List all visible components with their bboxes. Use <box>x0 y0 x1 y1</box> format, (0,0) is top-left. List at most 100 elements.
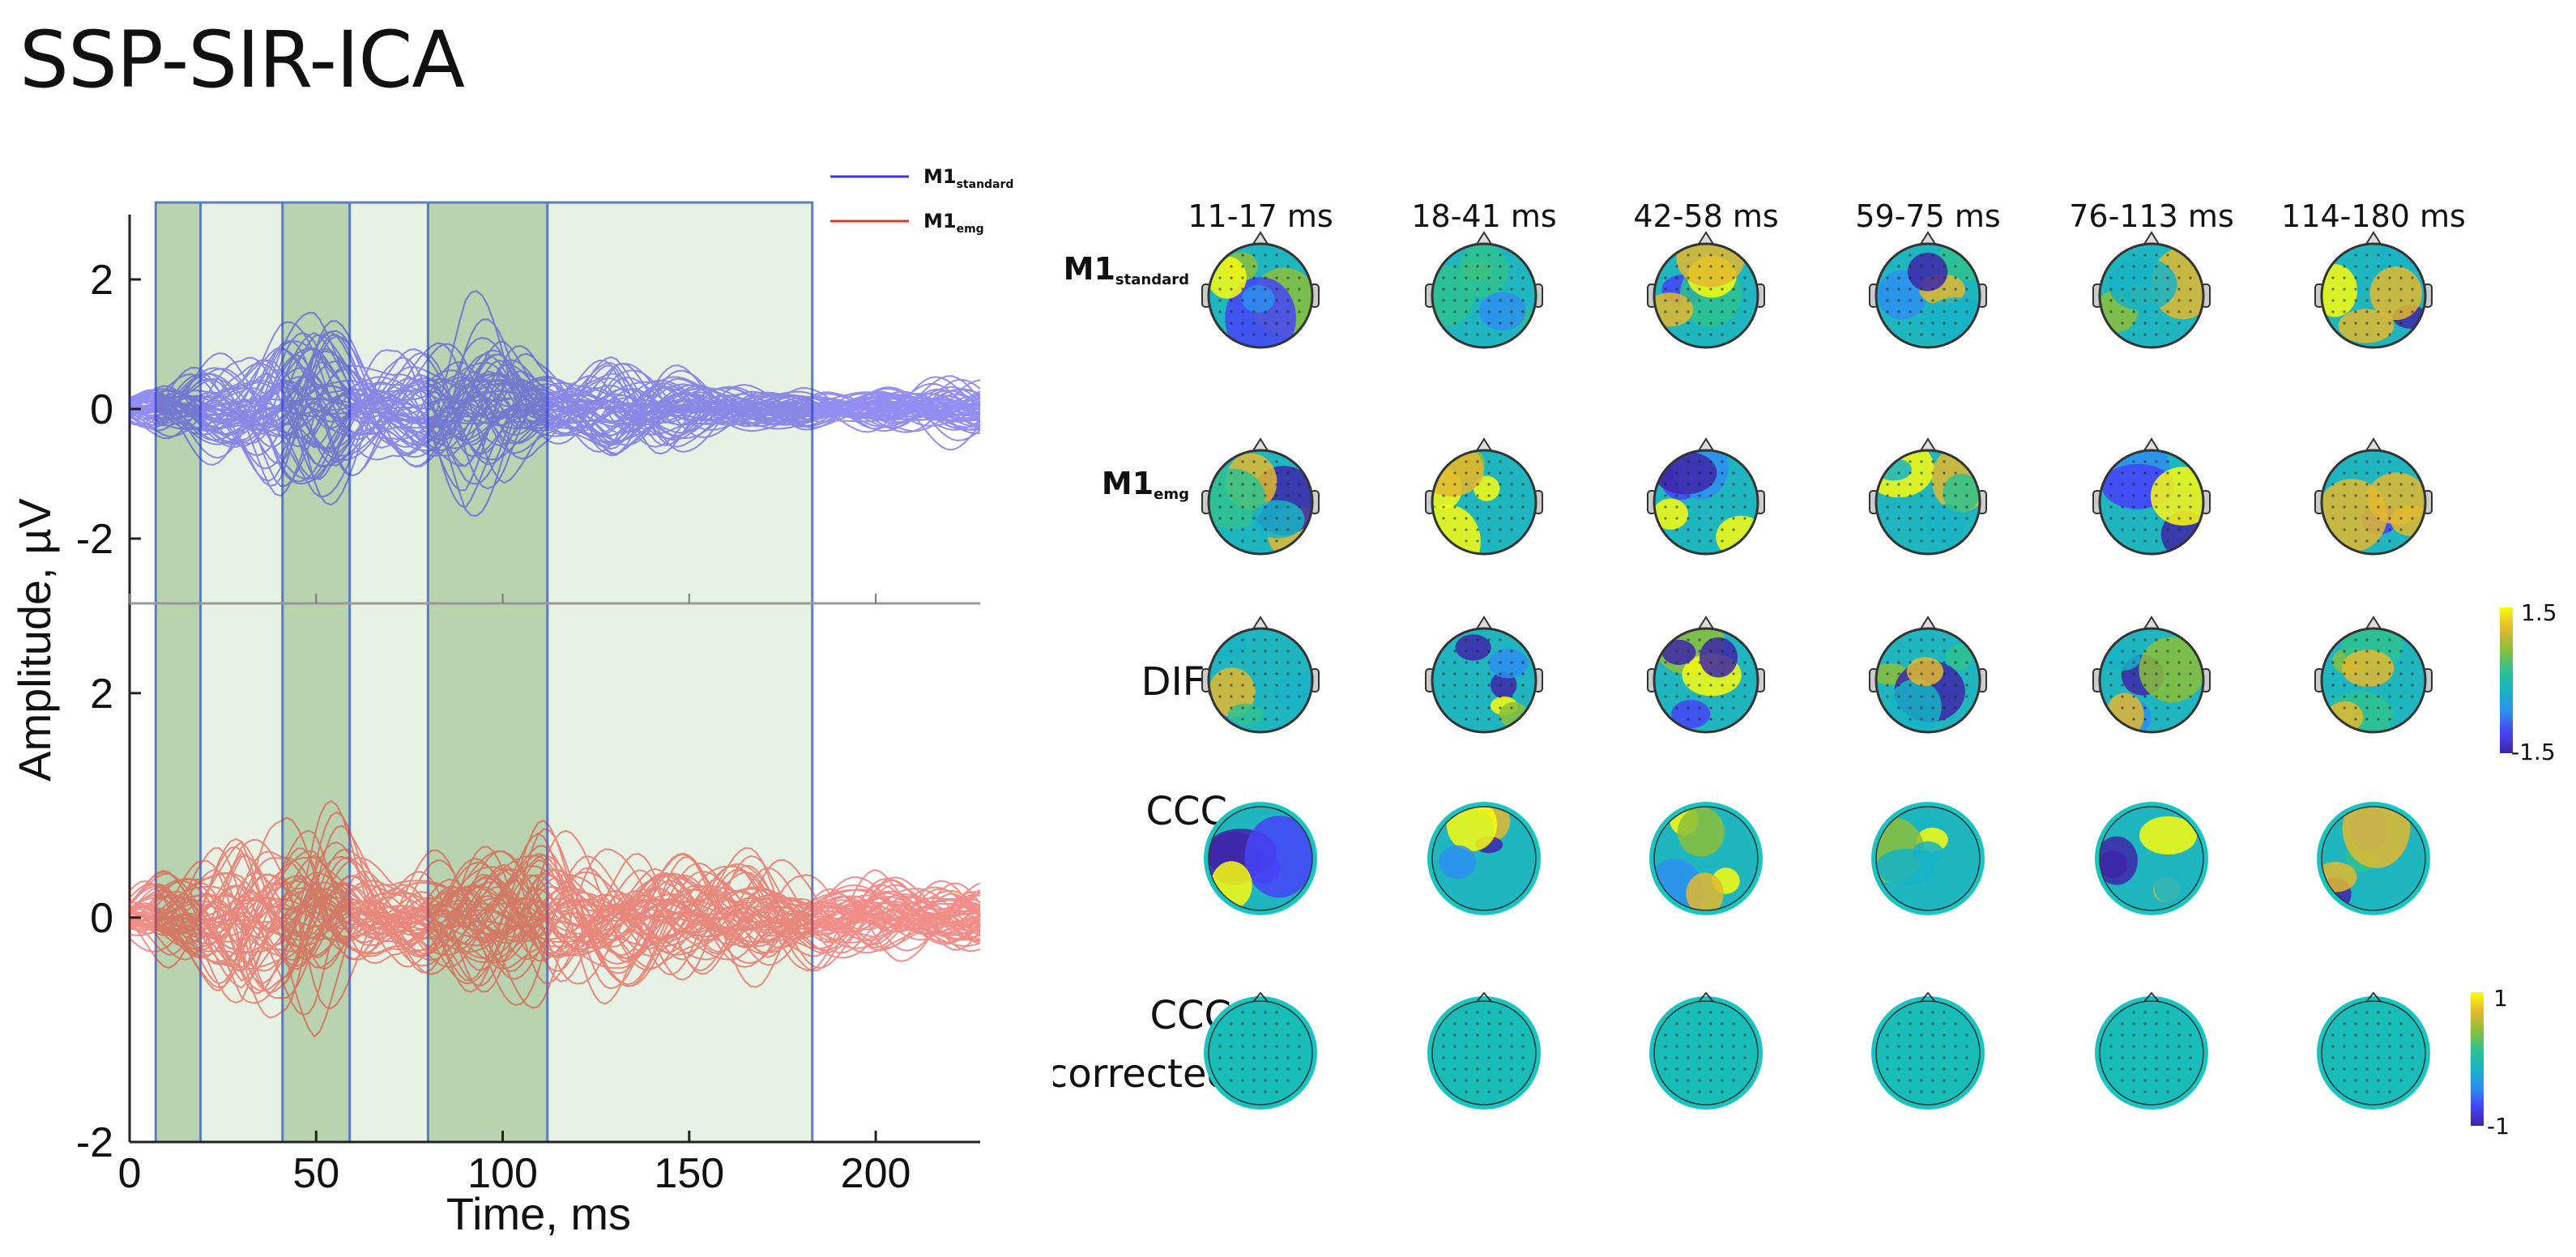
electrode-dot <box>2354 1090 2357 1093</box>
electrode-dot <box>1510 706 1513 709</box>
electrode-dot <box>1510 322 1513 325</box>
electrode-dot <box>1286 471 1290 475</box>
electrode-dot <box>2143 1056 2147 1059</box>
electrode-dot <box>1252 1079 1256 1082</box>
electrode-dot <box>1230 494 1233 497</box>
electrode-dot <box>2132 1045 2135 1048</box>
electrode-dot <box>1275 718 1278 721</box>
electrode-dot <box>2143 718 2147 721</box>
head-outline <box>1653 449 1759 556</box>
electrode-dot <box>2411 288 2414 291</box>
electrode-dot <box>1965 299 1968 302</box>
electrode-dot <box>1943 661 1946 664</box>
electrode-dot <box>2155 528 2158 531</box>
head-outline <box>2321 806 2426 911</box>
electrode-dot <box>1252 460 1256 463</box>
electrode-dot <box>1721 695 1724 698</box>
electrode-dot <box>2121 650 2124 653</box>
electrode-dot <box>2365 650 2369 653</box>
electrode-dot <box>1664 1045 1667 1048</box>
electrode-dot <box>1675 1045 1678 1048</box>
standard-trace <box>129 331 981 452</box>
electrode-dot <box>1510 672 1513 675</box>
electrode-dot <box>1252 650 1256 653</box>
electrode-dot <box>1709 1033 1712 1037</box>
electrode-dot <box>1275 1056 1278 1059</box>
electrode-dot <box>2143 528 2147 531</box>
electrode-dot <box>1465 650 1468 653</box>
electrode-dot <box>2343 299 2346 302</box>
nose-shape <box>1919 991 1937 1003</box>
electrode-dot <box>2377 517 2380 520</box>
electrode-dot <box>2166 1090 2169 1093</box>
topo-blob <box>2154 873 2185 903</box>
electrode-dot <box>2331 299 2335 302</box>
electrode-dot <box>1487 1079 1491 1082</box>
electrode-dot <box>1465 539 1468 543</box>
electrode-dot <box>1698 265 1701 268</box>
electrode-dot <box>1965 661 1968 664</box>
electrode-dot <box>1510 695 1513 698</box>
electrode-dot <box>2177 672 2181 675</box>
electrode-dot <box>1465 265 1468 268</box>
topo-map <box>2092 616 2211 734</box>
electrode-dot <box>2155 695 2158 698</box>
electrode-dot <box>2177 1033 2181 1037</box>
nose-shape <box>2143 231 2160 246</box>
electrode-dot <box>1931 299 1934 302</box>
electrode-dot <box>2411 695 2414 698</box>
electrode-dot <box>2377 638 2380 641</box>
electrode-dot <box>1241 684 1244 687</box>
electrode-dot <box>1909 638 1912 641</box>
electrode-dot <box>1275 1022 1278 1025</box>
electrode-dot <box>1675 288 1678 291</box>
electrode-dot <box>1698 254 1701 257</box>
electrode-dot <box>1286 276 1290 279</box>
electrode-dot <box>1965 1056 1968 1059</box>
electrode-dot <box>1954 672 1957 675</box>
electrode-dot <box>1732 650 1735 653</box>
electrode-dot <box>1298 483 1301 486</box>
electrode-dot <box>1943 1045 1946 1048</box>
electrode-dot <box>2121 684 2124 687</box>
electrode-dot <box>1499 672 1502 675</box>
electrode-dot <box>1499 505 1502 509</box>
electrode-dot <box>1286 299 1290 302</box>
electrode-dot <box>1687 1056 1690 1059</box>
topo-blob <box>1488 648 1529 679</box>
topo-blobs <box>2322 460 2425 552</box>
head-outline <box>2098 242 2205 349</box>
electrode-dot <box>1909 494 1912 497</box>
colorbar-diff-min: -1.5 <box>2511 739 2556 765</box>
electrode-dot <box>1897 1067 1900 1071</box>
electrode-dot <box>1487 483 1491 486</box>
electrode-dot <box>1943 672 1946 675</box>
electrode-dot <box>1442 661 1445 664</box>
electrode-dot <box>1965 1067 1968 1071</box>
electrode-dot <box>1275 638 1278 641</box>
electrode-dot <box>2121 471 2124 475</box>
electrode-dot <box>1230 1067 1233 1071</box>
electrode-dot <box>1721 333 1724 336</box>
electrode-dot <box>1687 706 1690 709</box>
electrode-dot <box>1965 1033 1968 1037</box>
head-outline <box>1431 806 1537 911</box>
electrode-dot <box>2177 661 2181 664</box>
electrode-dot <box>1230 661 1233 664</box>
topo-blobs <box>1654 807 1740 910</box>
electrode-dot <box>1465 706 1468 709</box>
electrode-dot <box>1487 254 1491 257</box>
electrode-dot <box>1675 1033 1678 1037</box>
electrode-dot <box>1709 1056 1712 1059</box>
electrode-dot <box>1499 539 1502 543</box>
electrode-dot <box>1897 265 1900 268</box>
electrode-dot <box>1909 288 1912 291</box>
electrode-dot <box>1954 471 1957 475</box>
electrode-dot <box>1886 310 1889 313</box>
electrode-dot <box>1687 718 1690 721</box>
electrode-dot <box>2365 672 2369 675</box>
electrode-dot <box>1909 672 1912 675</box>
electrode-dot <box>1230 706 1233 709</box>
electrode-dot <box>1275 1090 1278 1093</box>
electrode-dot <box>1510 650 1513 653</box>
